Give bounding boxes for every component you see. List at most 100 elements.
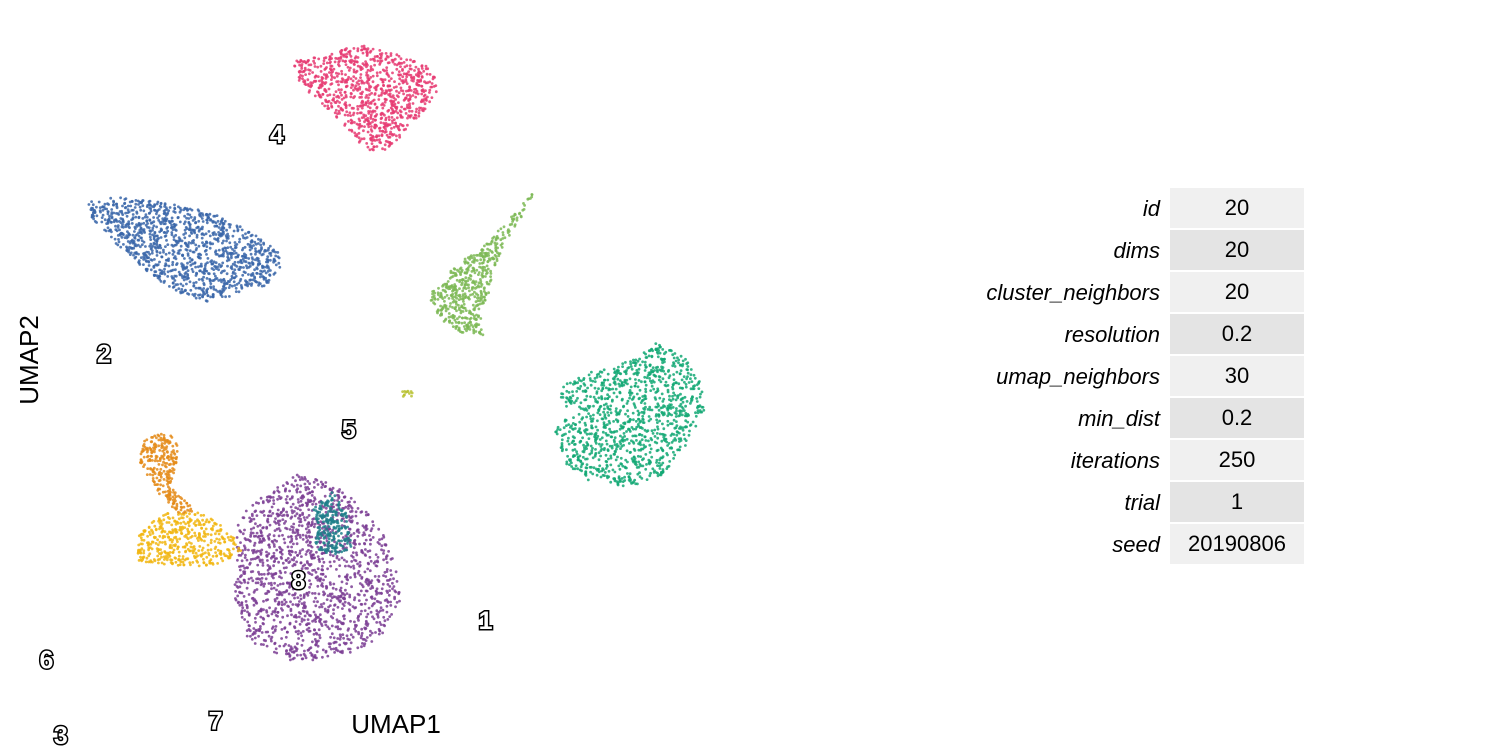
data-point — [307, 543, 310, 547]
data-point — [337, 83, 340, 87]
data-point — [370, 527, 374, 530]
data-point — [309, 582, 313, 586]
data-point — [661, 366, 665, 369]
data-point — [145, 215, 149, 219]
data-point — [399, 86, 403, 90]
data-point — [571, 467, 575, 471]
data-point — [691, 420, 695, 424]
data-point — [596, 428, 599, 432]
data-point — [672, 373, 675, 376]
data-point — [253, 636, 257, 640]
data-point — [297, 500, 300, 504]
data-point — [323, 494, 327, 498]
data-point — [314, 631, 318, 635]
data-point — [124, 225, 128, 229]
data-point — [99, 210, 102, 214]
data-point — [95, 214, 99, 218]
data-point — [126, 208, 130, 212]
data-point — [156, 263, 160, 267]
data-point — [359, 73, 363, 76]
data-point — [233, 241, 237, 244]
data-point — [300, 617, 304, 621]
data-point — [333, 651, 336, 654]
data-point — [375, 71, 379, 75]
data-point — [259, 272, 263, 276]
data-point — [399, 110, 403, 114]
data-point — [578, 427, 582, 431]
data-point — [292, 526, 295, 529]
data-point — [310, 535, 314, 539]
data-point — [375, 113, 379, 116]
data-point — [303, 614, 307, 618]
data-point — [595, 375, 599, 379]
data-point — [368, 633, 372, 637]
data-point — [171, 228, 175, 232]
data-point — [401, 75, 405, 79]
data-point — [154, 270, 158, 274]
data-point — [559, 395, 563, 399]
data-point — [313, 62, 316, 65]
data-point — [444, 309, 448, 313]
data-point — [363, 542, 366, 545]
data-point — [398, 135, 402, 139]
data-point — [472, 329, 476, 333]
data-point — [250, 637, 254, 641]
data-point — [481, 333, 485, 337]
data-point — [384, 557, 388, 561]
data-point — [231, 262, 235, 266]
data-point — [131, 208, 135, 212]
data-point — [380, 548, 383, 552]
data-point — [408, 85, 411, 89]
data-point — [625, 369, 628, 372]
data-point — [686, 420, 690, 424]
data-point — [236, 260, 240, 264]
data-point — [274, 254, 278, 258]
data-point — [343, 542, 347, 546]
data-point — [356, 49, 360, 53]
data-point — [256, 524, 260, 528]
data-point — [440, 295, 443, 299]
data-point — [106, 226, 110, 230]
data-point — [625, 430, 628, 433]
data-point — [683, 425, 687, 429]
data-point — [234, 598, 238, 602]
data-point — [177, 249, 181, 253]
data-point — [351, 79, 355, 83]
data-point — [314, 570, 318, 574]
data-point — [584, 423, 587, 427]
data-point — [468, 317, 472, 321]
data-point — [688, 429, 691, 433]
data-point — [248, 245, 252, 249]
data-point — [651, 432, 655, 435]
data-point — [501, 233, 505, 237]
data-point — [678, 440, 681, 443]
data-point — [245, 236, 249, 239]
data-point — [677, 382, 681, 386]
data-point — [314, 596, 317, 600]
data-point — [493, 241, 497, 245]
data-point — [330, 78, 333, 81]
data-point — [255, 267, 259, 271]
data-point — [236, 586, 240, 589]
data-point — [332, 505, 335, 509]
data-point — [163, 208, 167, 212]
data-point — [229, 245, 233, 249]
data-point — [291, 587, 295, 591]
data-point — [332, 608, 335, 612]
data-point — [590, 465, 593, 469]
data-point — [162, 248, 165, 252]
data-point — [110, 235, 113, 239]
data-point — [349, 114, 352, 117]
data-point — [669, 348, 672, 352]
data-point — [343, 600, 347, 604]
data-point — [487, 254, 491, 257]
data-point — [443, 299, 446, 303]
data-point — [370, 129, 374, 133]
data-point — [466, 261, 470, 265]
data-point — [614, 387, 618, 391]
data-point — [272, 534, 276, 538]
data-point — [185, 227, 189, 231]
data-point — [668, 460, 672, 463]
data-point — [461, 278, 464, 281]
data-point — [152, 220, 156, 224]
